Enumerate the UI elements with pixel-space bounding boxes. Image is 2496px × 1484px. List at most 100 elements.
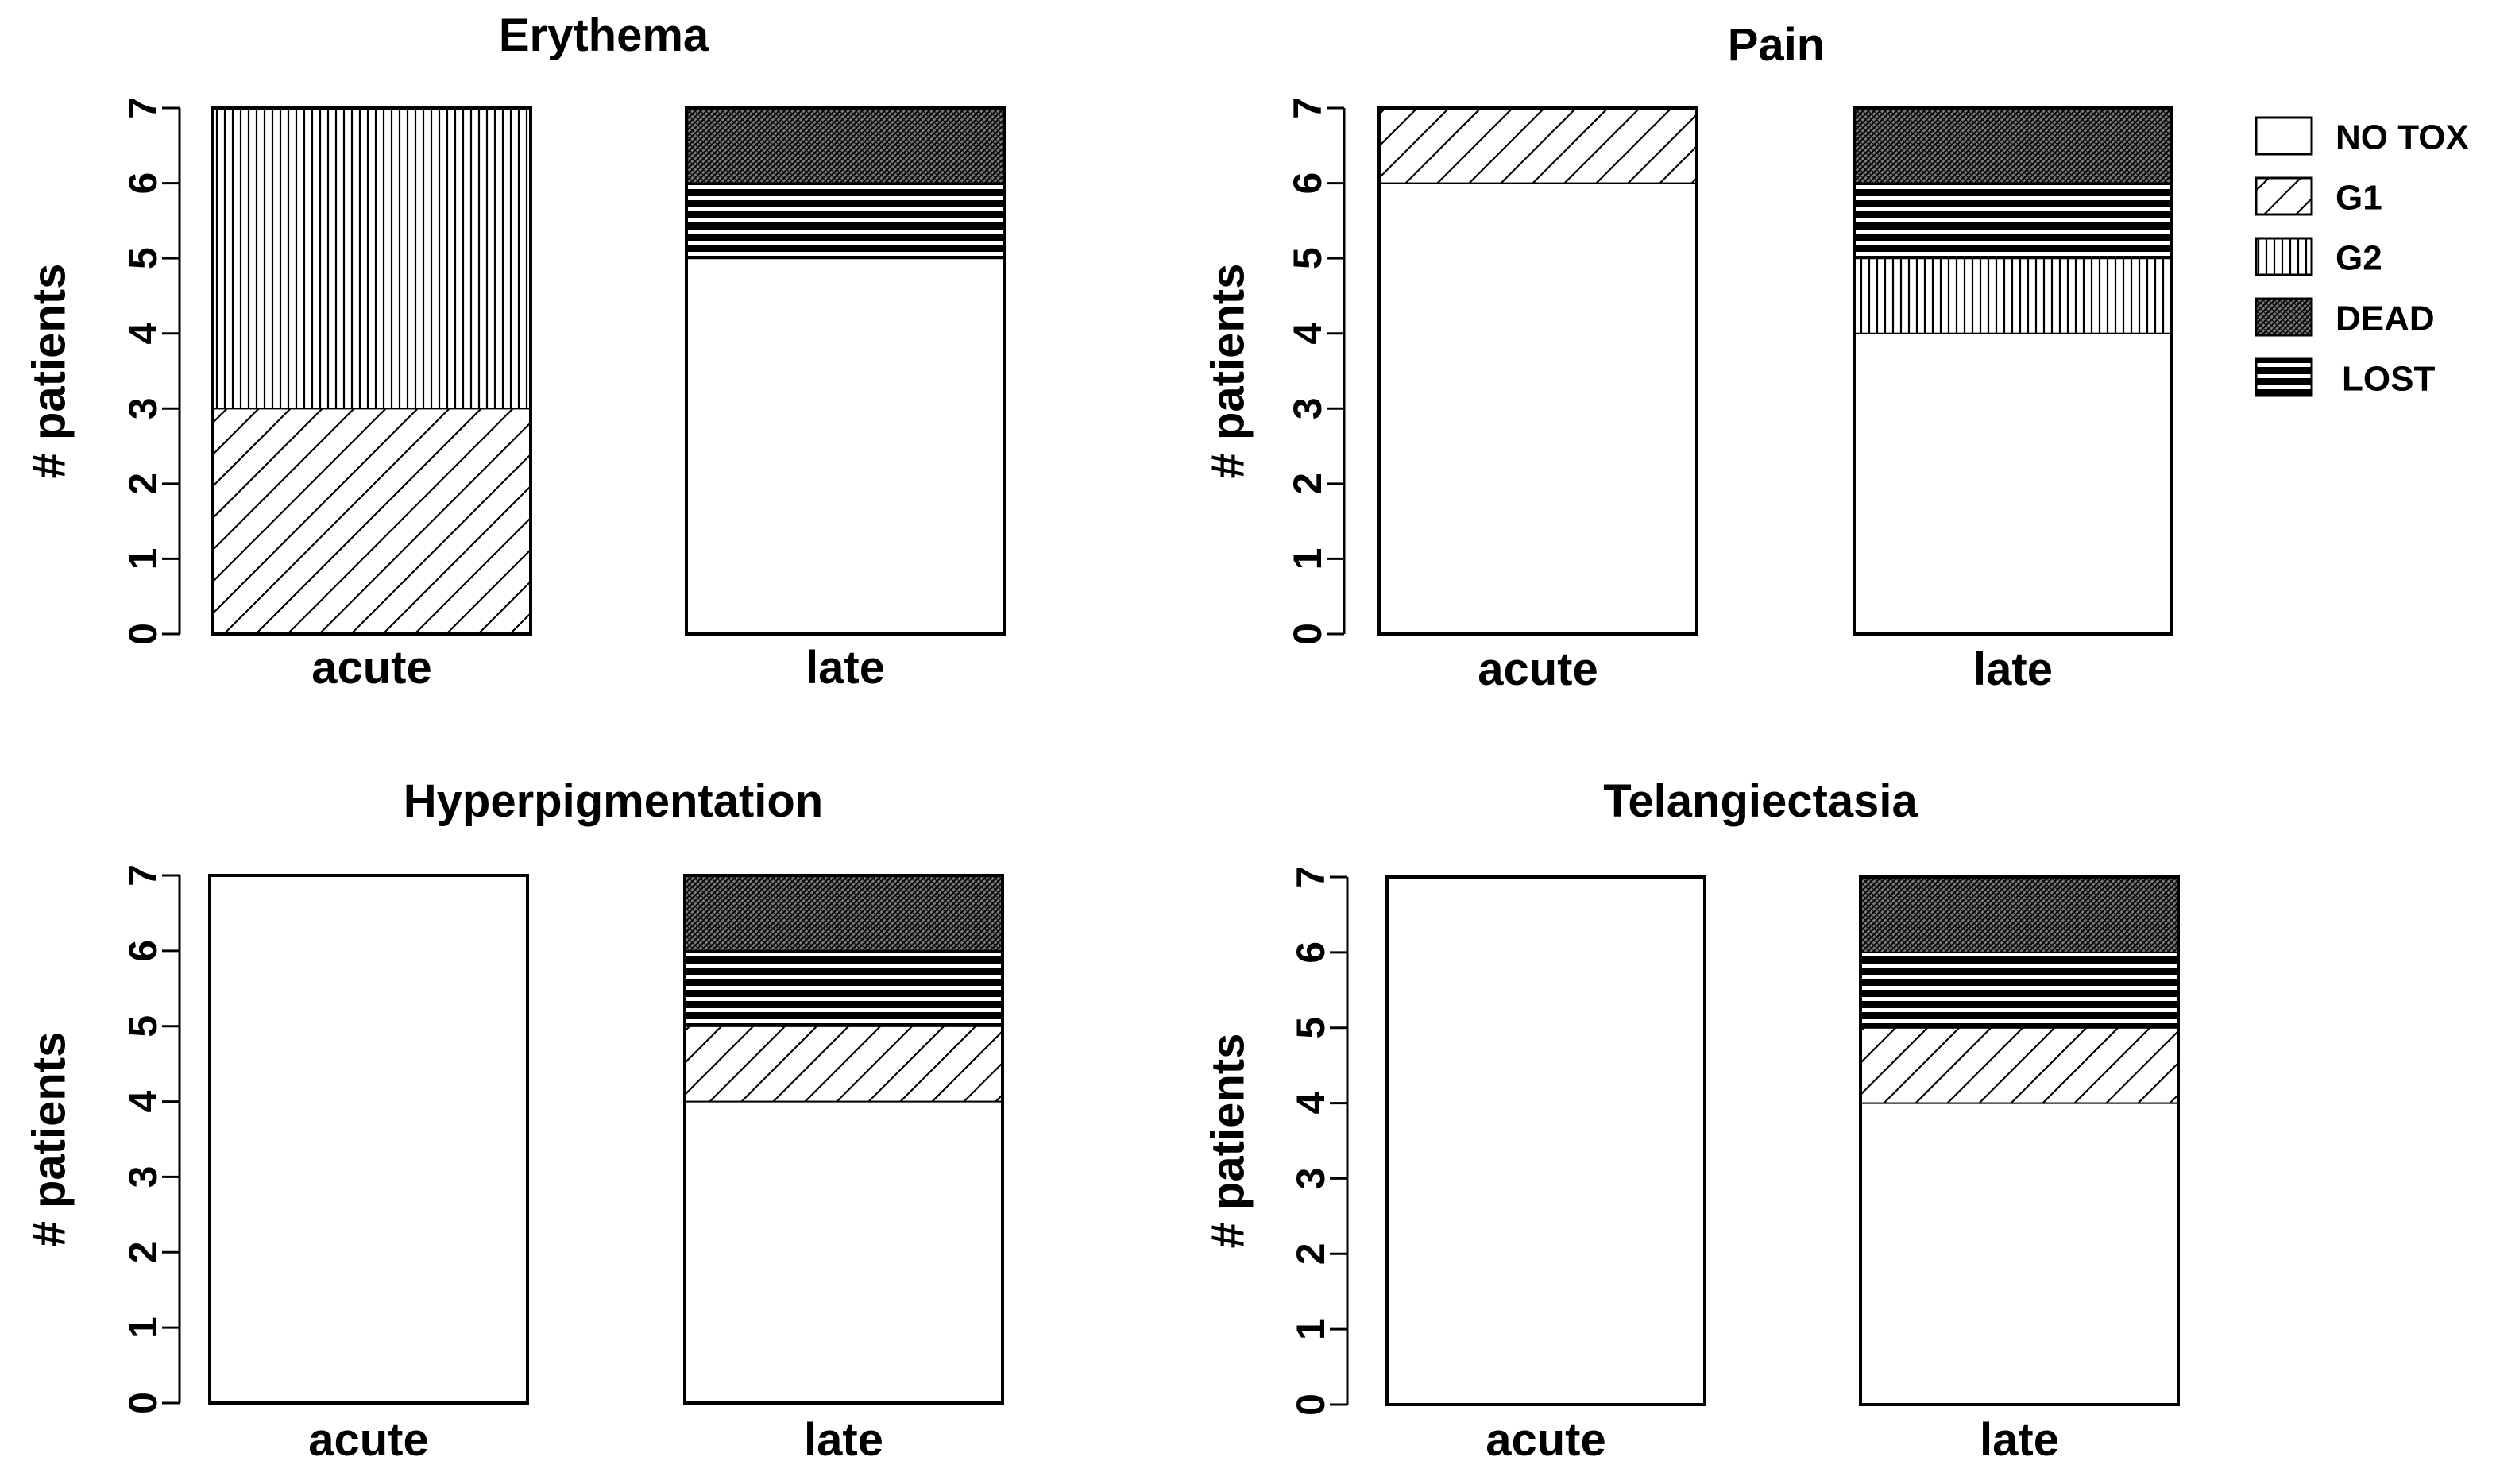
bar-late (685, 106, 1006, 636)
bar-segment-g2 (1853, 257, 2173, 334)
bar-outline (208, 874, 529, 1405)
bar-outline (1377, 106, 1698, 636)
y-tick-label: 1 (121, 548, 165, 570)
y-tick-label: 4 (121, 1090, 165, 1112)
x-category-label: late (1980, 1414, 2059, 1466)
y-tick-label: 6 (121, 940, 165, 962)
legend-label: NO TOX (2336, 118, 2469, 157)
bar-segment-g2 (212, 107, 531, 410)
bar-acute (211, 106, 532, 636)
bar-segment-g1 (1378, 107, 1698, 184)
panel-hyperpigmentation: Hyperpigmentation 0 1 2 3 4 5 6 7 # patients acute… (24, 775, 1004, 1466)
bar-segment-g1 (1860, 1026, 2179, 1104)
legend-swatch (2255, 176, 2313, 216)
y-tick-label: 6 (1289, 941, 1333, 964)
bar-segment-dead (1860, 876, 2179, 953)
panel-telangiectasia: Telangiectasia 0 1 2 3 4 5 6 7 # patients acute lat… (1203, 775, 2180, 1466)
panel-erythema: Erythema 0 1 2 3 4 5 6 7 # patients acute late (24, 10, 1006, 694)
y-tick-label: 1 (1285, 548, 1330, 570)
x-category-label: acute (308, 1414, 429, 1466)
bar-segment-lost (684, 949, 1003, 1027)
bar-segment-lost (686, 182, 1005, 260)
legend-swatch (2255, 237, 2313, 276)
y-tick-label: 1 (1289, 1318, 1333, 1340)
legend-item-lost: LOST (2255, 357, 2435, 399)
bar-outline (211, 106, 532, 636)
bar-segment-lost (1853, 182, 2173, 260)
bar-acute (1385, 875, 1706, 1406)
bar-outline (1859, 875, 2180, 1406)
y-tick-label: 7 (121, 864, 165, 887)
bar-segment-no-tox (684, 1100, 1003, 1404)
legend-item-g1: G1 (2255, 176, 2382, 218)
y-tick-label: 4 (121, 323, 165, 345)
x-category-label: acute (1486, 1414, 1606, 1466)
bar-segment-no-tox (1378, 182, 1698, 636)
y-tick-label: 1 (121, 1316, 165, 1339)
legend-swatch (2255, 357, 2313, 397)
bar-segment-dead (684, 875, 1003, 952)
y-tick-label: 0 (121, 1392, 165, 1414)
y-tick-label: 2 (121, 1241, 165, 1263)
bar-segment-lost (1860, 951, 2179, 1029)
y-tick-label: 0 (121, 623, 165, 645)
bar-segment-no-tox (686, 257, 1005, 635)
legend-swatch (2255, 116, 2313, 156)
y-axis-label: # patients (24, 264, 75, 479)
y-tick-label: 2 (1289, 1242, 1333, 1265)
bar-outline (1853, 106, 2173, 636)
y-tick-label: 4 (1289, 1092, 1333, 1114)
x-category-label: late (1973, 643, 2053, 695)
bar-segment-no-tox (1860, 1102, 2179, 1405)
bar-segment-g1 (684, 1025, 1003, 1103)
y-tick-label: 3 (1289, 1168, 1333, 1190)
y-tick-label: 4 (1285, 323, 1330, 345)
bar-segment-dead (686, 107, 1005, 184)
y-tick-label: 7 (1285, 97, 1330, 119)
legend-item-g2: G2 (2255, 237, 2382, 278)
chart-title: Telangiectasia (1603, 775, 1918, 827)
legend-label: DEAD (2336, 300, 2435, 338)
y-axis-label: # patients (24, 1032, 75, 1247)
bar-late (1859, 875, 2180, 1406)
y-tick-label: 6 (121, 172, 165, 195)
y-tick-label: 2 (1285, 473, 1330, 495)
chart-title: Erythema (499, 10, 709, 61)
legend: NO TOX G1 G2 DEAD LOST (2255, 116, 2469, 399)
bar-late (1853, 106, 2173, 636)
legend-label: G1 (2336, 179, 2382, 218)
legend-label: G2 (2336, 239, 2382, 278)
bar-outline (685, 106, 1006, 636)
y-tick-label: 7 (1289, 866, 1333, 888)
y-tick-label: 5 (1285, 247, 1330, 269)
bar-outline (1385, 875, 1706, 1406)
bar-segment-no-tox (209, 875, 528, 1404)
y-tick-label: 7 (121, 97, 165, 119)
y-tick-label: 2 (121, 473, 165, 495)
y-tick-label: 5 (121, 247, 165, 269)
legend-item-dead: DEAD (2255, 297, 2435, 338)
bar-segment-no-tox (1386, 876, 1706, 1405)
legend-item-no-tox: NO TOX (2255, 116, 2469, 157)
bar-acute (1377, 106, 1698, 636)
y-tick-label: 3 (121, 397, 165, 419)
y-tick-label: 5 (1289, 1017, 1333, 1039)
x-category-label: acute (311, 642, 432, 694)
chart-title: Hyperpigmentation (404, 775, 824, 827)
chart-title: Pain (1728, 19, 1826, 71)
bar-late (683, 874, 1004, 1405)
x-category-label: late (804, 1414, 883, 1466)
x-category-label: late (806, 642, 885, 694)
y-tick-label: 0 (1289, 1393, 1333, 1416)
bar-acute (208, 874, 529, 1405)
y-tick-label: 5 (121, 1015, 165, 1038)
y-axis-label: # patients (1203, 264, 1254, 479)
bar-segment-no-tox (1853, 332, 2173, 635)
panel-pain: Pain 0 1 2 3 4 5 6 7 # patients acute late (1203, 19, 2173, 695)
y-tick-label: 3 (1285, 397, 1330, 419)
y-tick-label: 6 (1285, 172, 1330, 195)
legend-label: LOST (2342, 360, 2435, 399)
y-tick-label: 3 (121, 1166, 165, 1188)
x-category-label: acute (1478, 643, 1598, 695)
y-tick-label: 0 (1285, 623, 1330, 645)
